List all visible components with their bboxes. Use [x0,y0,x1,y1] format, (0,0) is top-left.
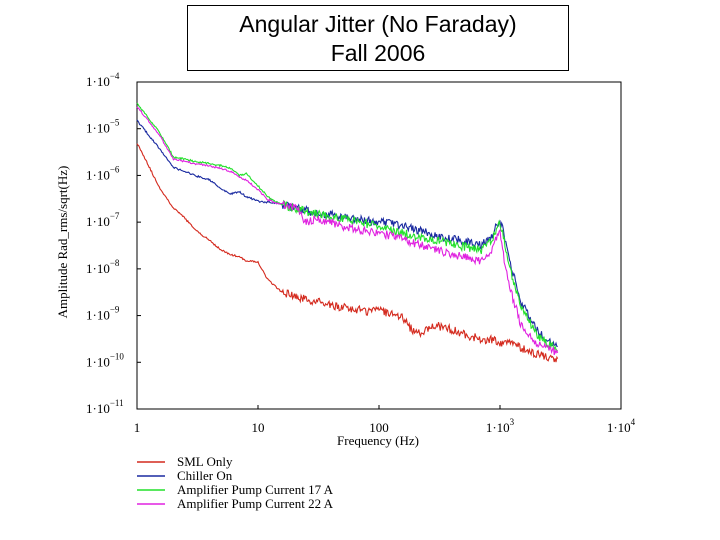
legend-label-sml-only: SML Only [177,454,233,469]
x-tick-label: 1·104 [607,417,636,435]
y-tick-label: 1·10−8 [86,258,120,276]
legend-label-amplifier-pump-current-22-a: Amplifier Pump Current 22 A [177,496,334,511]
y-axis-title: Amplitude Rad_rms/sqrt(Hz) [55,166,70,319]
x-tick-labels: 1 10 100 1·103 1·104 [134,405,636,435]
legend-label-amplifier-pump-current-17-a: Amplifier Pump Current 17 A [177,482,334,497]
y-tick-label: 1·10−5 [86,118,120,136]
y-tick-label: 1·10−11 [86,398,124,416]
x-tick-label: 10 [252,420,265,435]
series-layer [136,102,559,363]
y-tick-labels: 1·10−4 1·10−5 1·10−6 1·10−7 1·10−8 1·10−9 1·10… [86,71,141,416]
y-tick-label: 1·10−7 [86,211,120,229]
series-line-amplifier-pump-current-17-a [136,102,558,352]
series-line-sml-only [136,143,559,363]
legend-label-chiller-on: Chiller On [177,468,233,483]
x-tick-label: 100 [369,420,389,435]
slide-title-line-1: Angular Jitter (No Faraday) [239,11,517,37]
slide-title-line-2: Fall 2006 [330,40,426,66]
y-tick-label: 1·10−10 [86,351,124,369]
series-line-amplifier-pump-current-22-a [136,106,559,356]
slide-title: Angular Jitter (No Faraday) Fall 2006 [187,5,569,71]
x-tick-label: 1·103 [486,417,515,435]
y-tick-label: 1·10−6 [86,164,120,182]
x-axis-title: Frequency (Hz) [337,433,419,448]
y-tick-label: 1·10−4 [86,71,120,89]
x-tick-label: 1 [134,420,141,435]
y-tick-label: 1·10−9 [86,305,120,323]
